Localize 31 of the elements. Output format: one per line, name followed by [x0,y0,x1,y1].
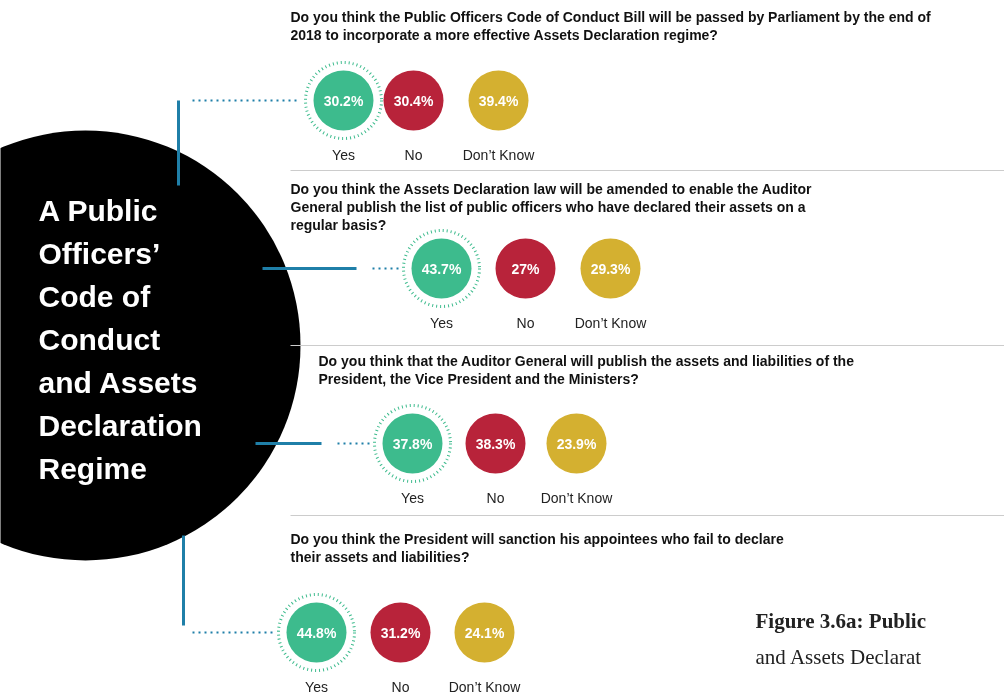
text: A Public Officers’ Code of Conduct and Assets Declaration Regime [38,194,202,485]
data-label: 38.3% [475,435,516,452]
data-label: 30.2% [323,92,364,109]
category-label: No [391,678,410,693]
data-label: 39.4% [478,92,519,109]
caption: Figure 3.6a: Public [755,608,927,633]
category-label: Don’t Know [540,489,614,506]
data-label: 43.7% [421,260,462,277]
text: Do you think that the Auditor General will publish the assets and liabilities of the President, the Vice President and the Ministers? [318,352,855,387]
data-label: 29.3% [590,260,631,277]
data-label: 44.8% [296,624,337,641]
data-label: 37.8% [392,435,433,452]
text: Do you think the Public Officers Code of Conduct Bill will be passed by Parliament by the end of 2018 to incorporate a more effective Assets Declaration regime? [290,8,932,43]
category-label: No [486,489,505,506]
text: and Assets Declarat [755,644,922,669]
category-label: Yes [401,489,424,506]
category-label: No [404,146,423,163]
category-label: No [516,314,535,331]
category-label: Yes [305,678,328,693]
text: Do you think the Assets Declaration law will be amended to enable the Auditor General publish the list of public officers who have declared their assets on a regular basis? [290,180,812,233]
data-label: 31.2% [380,624,421,641]
data-label: 30.4% [393,92,434,109]
category-label: Don’t Know [574,314,648,331]
data-label: 23.9% [556,435,597,452]
category-label: Yes [332,146,355,163]
category-label: Don’t Know [448,678,522,693]
text: Do you think the President will sanction his appointees who fail to declare their assets and liabilities? [290,530,784,565]
category-label: Yes [430,314,453,331]
data-label: 27% [511,260,541,277]
data-label: 24.1% [464,624,505,641]
category-label: Don’t Know [462,146,536,163]
